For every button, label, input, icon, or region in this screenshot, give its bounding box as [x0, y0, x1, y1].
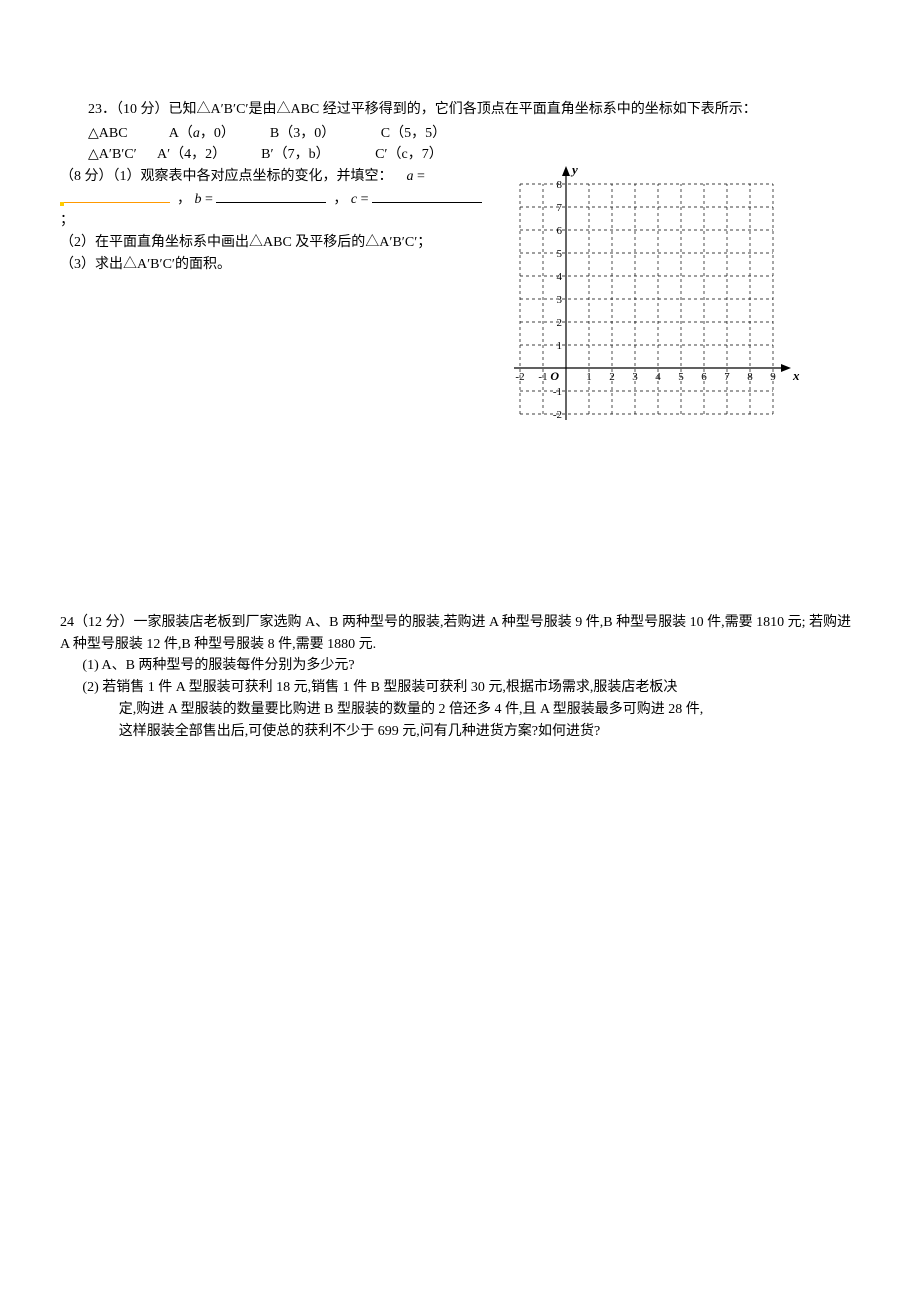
q24-head: 24（12 分）一家服装店老板到厂家选购 A、B 两种型号的服装,若购进 A 种… — [60, 612, 860, 655]
svg-text:3: 3 — [557, 294, 563, 306]
q23-number: 23．（10 分） — [88, 102, 169, 117]
svg-text:-2: -2 — [515, 371, 524, 383]
svg-text:y: y — [570, 166, 578, 177]
blank-c[interactable] — [372, 188, 482, 203]
q23-intro: 23．（10 分）已知△A′B′C′是由△ABC 经过平移得到的，它们各顶点在平… — [60, 99, 860, 121]
q24-p2a: (2) 若销售 1 件 A 型服装可获利 18 元,销售 1 件 B 型服装可获… — [60, 677, 860, 699]
svg-text:1: 1 — [586, 371, 592, 383]
q24: 24（12 分）一家服装店老板到厂家选购 A、B 两种型号的服装,若购进 A 种… — [60, 612, 860, 742]
svg-text:2: 2 — [609, 371, 615, 383]
svg-text:6: 6 — [557, 225, 563, 237]
svg-text:5: 5 — [557, 248, 563, 260]
svg-text:4: 4 — [655, 371, 661, 383]
q23-table: △ABC A（a，0） B（3，0） C（5，5） △A′B′C′ A′（4，2… — [88, 123, 860, 166]
svg-text:9: 9 — [770, 371, 776, 383]
svg-text:-1: -1 — [538, 371, 547, 383]
svg-text:5: 5 — [678, 371, 684, 383]
svg-text:4: 4 — [557, 271, 563, 283]
q23-blanks: ， b = ， c = ； — [60, 188, 490, 232]
q23-part2: （2）在平面直角坐标系中画出△ABC 及平移后的△A′B′C′； — [60, 232, 490, 254]
svg-text:7: 7 — [724, 371, 730, 383]
svg-text:3: 3 — [632, 371, 638, 383]
q24-p1: (1) A、B 两种型号的服装每件分别为多少元? — [60, 655, 860, 677]
coordinate-grid: -2 -1 1 2 3 4 5 6 7 8 9 -2 -1 1 2 3 4 5 6 7 8 Ox y — [500, 166, 803, 432]
svg-text:O: O — [550, 369, 559, 383]
svg-text:7: 7 — [557, 202, 563, 214]
svg-text:1: 1 — [557, 340, 563, 352]
svg-text:6: 6 — [701, 371, 707, 383]
q23-part3: （3）求出△A′B′C′的面积。 — [60, 254, 490, 276]
svg-text:-1: -1 — [553, 386, 562, 398]
blank-a[interactable] — [60, 188, 170, 203]
marker-dot — [60, 202, 64, 206]
svg-text:-2: -2 — [553, 409, 562, 421]
svg-text:8: 8 — [747, 371, 753, 383]
q24-p2b: 定,购进 A 型服装的数量要比购进 B 型服装的数量的 2 倍还多 4 件,且 … — [60, 699, 860, 721]
svg-text:8: 8 — [557, 179, 563, 191]
q24-p2c: 这样服装全部售出后,可使总的获利不少于 699 元,问有几种进货方案?如何进货? — [60, 721, 860, 743]
blank-b[interactable] — [216, 188, 326, 203]
q23-part1: （8 分）（1）观察表中各对应点坐标的变化，并填空： a = — [60, 166, 490, 188]
svg-text:x: x — [792, 368, 800, 383]
svg-text:2: 2 — [557, 317, 563, 329]
